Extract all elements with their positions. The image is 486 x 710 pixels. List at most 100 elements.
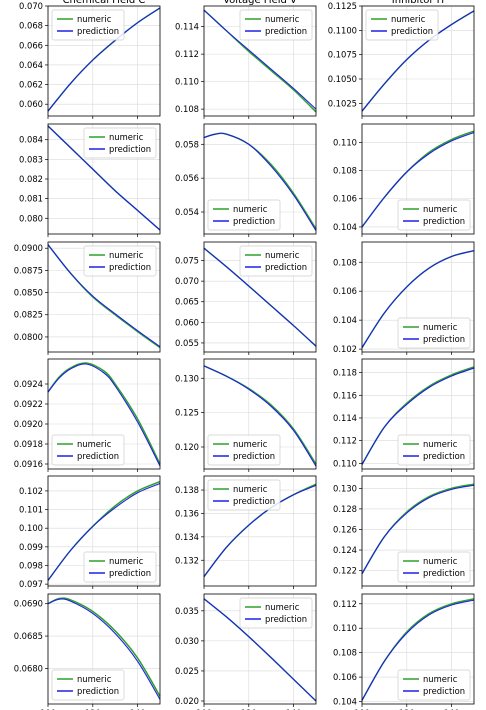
legend-box <box>51 434 125 466</box>
y-tick-label: 0.124 <box>333 545 357 555</box>
legend-label: numeric <box>109 556 144 566</box>
plot-frame <box>47 5 161 117</box>
legend-label: prediction <box>77 451 119 461</box>
legend-box <box>397 669 471 701</box>
legend: numeric prediction <box>207 479 281 511</box>
y-tick-label: 0.082 <box>19 174 43 184</box>
subplot: 0.118 0.116 0.114 0.112 0.110 numeric predicti… <box>333 358 475 472</box>
plot-frame <box>203 358 317 470</box>
legend-label: prediction <box>423 334 465 344</box>
y-tick-label: 0.112 <box>175 49 199 59</box>
y-tick-label: 0.108 <box>333 648 357 658</box>
y-tick-label: 0.060 <box>19 99 43 109</box>
y-tick-label: 0.060 <box>175 317 199 327</box>
y-tick-label: 0.0920 <box>14 419 43 429</box>
legend-label: prediction <box>109 568 151 578</box>
y-tick-label: 0.0918 <box>14 439 43 449</box>
plot-frame <box>361 5 475 117</box>
legend-label: prediction <box>423 451 465 461</box>
x-tick-label: 120 <box>85 708 101 710</box>
subplot: 0.058 0.056 0.054 numeric prediction <box>175 123 317 237</box>
y-tick-label: 0.055 <box>175 338 199 348</box>
y-tick-label: 0.1100 <box>328 25 357 35</box>
series-line-prediction <box>47 363 161 467</box>
legend-label: prediction <box>265 26 307 36</box>
series-line-prediction <box>361 367 475 465</box>
y-tick-label: 0.132 <box>175 555 199 565</box>
legend-label: numeric <box>423 439 458 449</box>
y-tick-label: 0.0680 <box>14 663 43 673</box>
legend-label: prediction <box>77 686 119 696</box>
legend-box <box>51 669 125 701</box>
y-tick-label: 0.108 <box>333 257 357 267</box>
x-tick-label: 140 <box>444 708 460 710</box>
legend-label: prediction <box>423 686 465 696</box>
y-tick-label: 0.110 <box>333 137 357 147</box>
subplot: 0.108 0.106 0.104 0.102 numeric prediction <box>333 241 475 355</box>
plot-frame <box>47 358 161 470</box>
legend-label: numeric <box>77 14 112 24</box>
y-tick-label: 0.058 <box>175 139 199 149</box>
legend: numeric prediction <box>239 245 313 277</box>
y-tick-label: 0.130 <box>175 373 199 383</box>
x-tick-label: 100 <box>196 708 212 710</box>
series-line-prediction <box>361 250 475 348</box>
y-tick-label: 0.130 <box>333 483 357 493</box>
y-tick-label: 0.128 <box>333 504 357 514</box>
subplot: 0.102 0.101 0.100 0.099 0.098 0.097 numeric pre… <box>19 475 161 589</box>
legend-box <box>83 245 157 277</box>
legend: numeric prediction <box>365 9 439 41</box>
legend-box <box>397 434 471 466</box>
legend-box <box>83 127 157 159</box>
x-tick-label: 100 <box>40 708 56 710</box>
y-tick-label: 0.114 <box>333 413 357 423</box>
series-line-prediction <box>203 247 317 347</box>
series-line-prediction <box>203 598 317 702</box>
subplot: 0.1125 0.1100 0.1075 0.1050 0.1025 numeric pre… <box>328 1 475 119</box>
y-tick-label: 0.0916 <box>14 459 43 469</box>
y-tick-label: 0.084 <box>19 135 43 145</box>
x-tick-label: 100 <box>354 708 370 710</box>
series-line-prediction <box>203 365 317 467</box>
legend: numeric prediction <box>83 551 157 583</box>
series-line-prediction <box>361 10 475 112</box>
y-tick-label: 0.065 <box>175 297 199 307</box>
y-tick-label: 0.099 <box>19 542 43 552</box>
legend: numeric prediction <box>397 317 471 349</box>
legend-label: prediction <box>423 216 465 226</box>
y-tick-label: 0.136 <box>175 508 199 518</box>
plot-frame <box>47 475 161 587</box>
y-tick-label: 0.075 <box>175 256 199 266</box>
series-line-prediction <box>47 7 161 112</box>
series-line-prediction <box>203 9 317 110</box>
legend-label: prediction <box>233 496 275 506</box>
legend-label: numeric <box>265 14 300 24</box>
y-tick-label: 0.0924 <box>14 379 43 389</box>
legend-label: numeric <box>423 322 458 332</box>
y-tick-label: 0.134 <box>175 532 199 542</box>
series-line-prediction <box>47 482 161 581</box>
y-tick-label: 0.100 <box>19 523 43 533</box>
series-line-prediction <box>361 484 475 574</box>
legend-box <box>207 434 281 466</box>
y-tick-label: 0.112 <box>333 599 357 609</box>
y-tick-label: 0.0685 <box>14 631 43 641</box>
y-tick-label: 0.110 <box>175 77 199 87</box>
legend: numeric prediction <box>397 669 471 701</box>
y-tick-label: 0.118 <box>333 368 357 378</box>
y-tick-label: 0.108 <box>333 166 357 176</box>
y-tick-label: 0.106 <box>333 194 357 204</box>
legend-label: prediction <box>391 26 433 36</box>
plot-frame <box>203 475 317 587</box>
plot-frame <box>203 5 317 117</box>
y-tick-label: 0.070 <box>175 276 199 286</box>
column-title: Chemical Field C <box>63 0 146 6</box>
series-line-prediction <box>47 244 161 348</box>
series-line-prediction <box>203 484 317 577</box>
legend-box <box>207 479 281 511</box>
column-title: Voltage Field V <box>223 0 297 6</box>
y-tick-label: 0.030 <box>175 636 199 646</box>
legend-box <box>365 9 439 41</box>
legend-box <box>397 317 471 349</box>
